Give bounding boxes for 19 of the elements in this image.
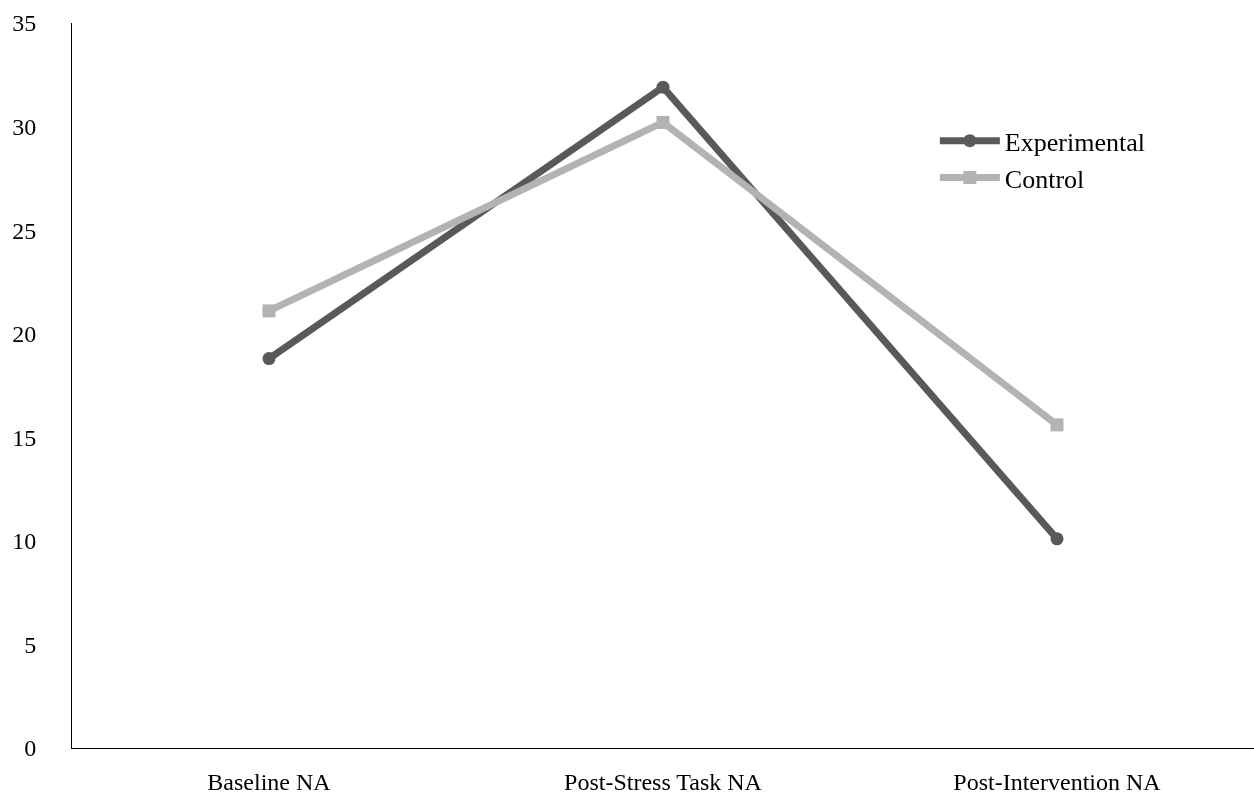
legend-label: Control bbox=[1004, 164, 1085, 194]
point bbox=[1050, 532, 1064, 546]
y-tick-label: 0 bbox=[24, 735, 37, 762]
point bbox=[656, 115, 670, 129]
y-tick-label: 25 bbox=[12, 217, 37, 244]
x-tick-label: Post-Intervention NA bbox=[953, 768, 1162, 795]
y-tick-label: 30 bbox=[12, 113, 37, 140]
point bbox=[656, 80, 670, 94]
y-tick-label: 10 bbox=[12, 528, 37, 555]
x-tick-label: Post-Stress Task NA bbox=[564, 768, 763, 795]
point bbox=[262, 352, 276, 366]
y-tick-label: 20 bbox=[12, 321, 37, 348]
legend-label: Experimental bbox=[1004, 127, 1145, 157]
x-tick-label: Baseline NA bbox=[207, 768, 332, 795]
y-tick-label: 5 bbox=[24, 631, 37, 658]
y-tick-label: 15 bbox=[12, 424, 37, 451]
point bbox=[1050, 418, 1064, 432]
point bbox=[262, 304, 276, 318]
y-tick-label: 35 bbox=[12, 10, 37, 37]
